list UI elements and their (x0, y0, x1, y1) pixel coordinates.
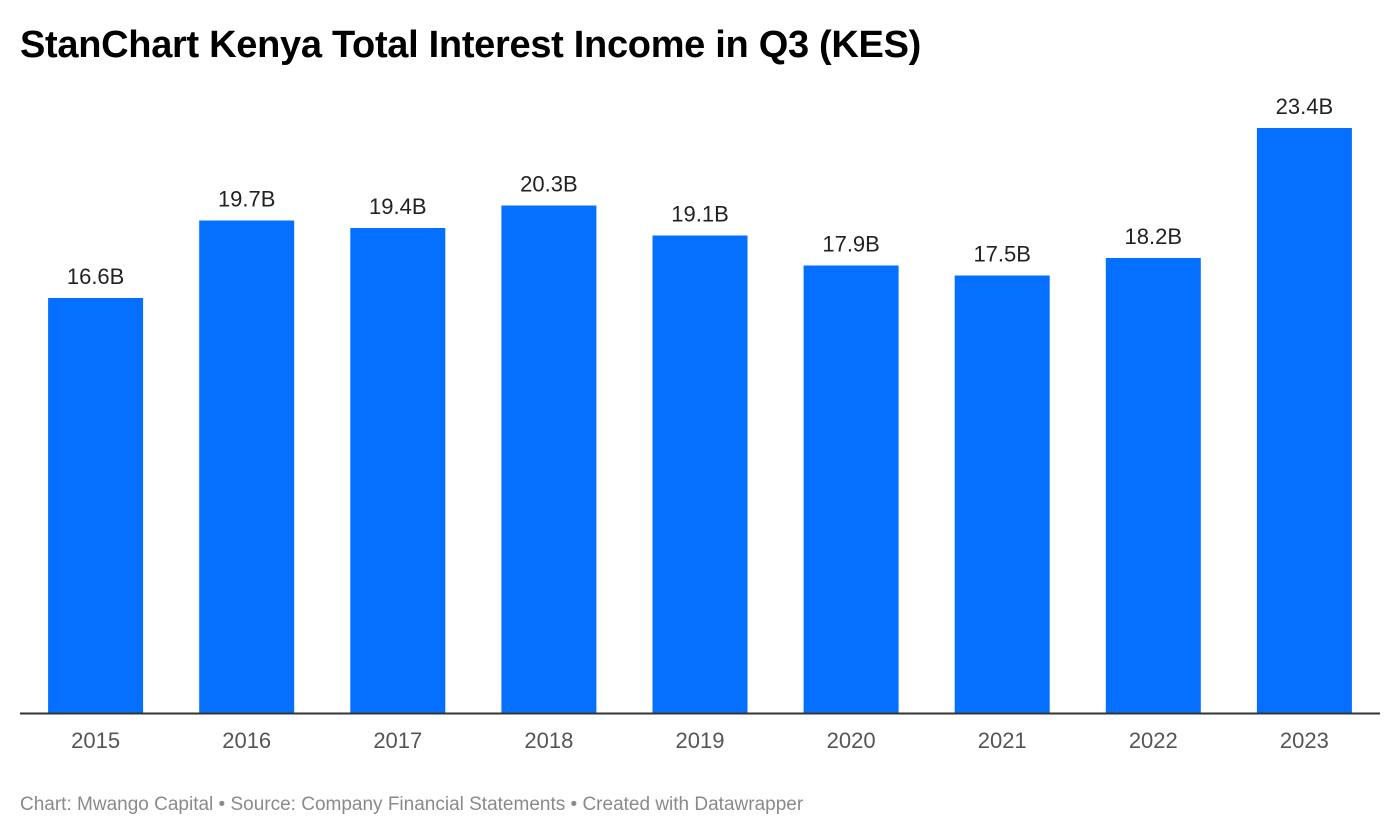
value-labels-layer: 16.6B 19.7B 19.4B 20.3B 19.1B 17.9B 17.5B 18.2B… (67, 94, 1333, 289)
bar-2019 (652, 235, 748, 713)
bars-layer (48, 128, 1352, 713)
value-label-2021: 17.5B (973, 242, 1031, 267)
value-label-2017: 19.4B (369, 194, 427, 219)
bar-2022 (1105, 258, 1201, 713)
x-tick-label-2016: 2016 (222, 728, 271, 753)
x-tick-label-2018: 2018 (524, 728, 573, 753)
value-label-2016: 19.7B (218, 187, 276, 212)
chart-title: StanChart Kenya Total Interest Income in… (20, 24, 921, 66)
x-tick-label-2020: 2020 (827, 728, 876, 753)
x-tick-label-2015: 2015 (71, 728, 120, 753)
value-label-2019: 19.1B (671, 202, 729, 227)
x-tick-label-2017: 2017 (373, 728, 422, 753)
bar-chart: 16.6B 19.7B 19.4B 20.3B 19.1B 17.9B 17.5B 18.2B… (20, 94, 1380, 753)
bar-2021 (954, 275, 1050, 713)
bar-2016 (199, 220, 295, 713)
bar-2015 (48, 298, 144, 713)
value-label-2015: 16.6B (67, 264, 125, 289)
x-tick-label-2022: 2022 (1129, 728, 1178, 753)
x-tick-label-2021: 2021 (978, 728, 1027, 753)
value-label-2023: 23.4B (1276, 94, 1334, 119)
value-label-2018: 20.3B (520, 172, 578, 197)
value-label-2022: 18.2B (1125, 224, 1183, 249)
x-tick-label-2019: 2019 (676, 728, 725, 753)
bar-2023 (1256, 128, 1352, 713)
x-axis-ticks: 2015 2016 2017 2018 2019 2020 2021 2022 2023 (71, 728, 1329, 753)
bar-2020 (803, 265, 899, 713)
bar-2018 (501, 205, 597, 713)
x-tick-label-2023: 2023 (1280, 728, 1329, 753)
bar-2017 (350, 228, 446, 713)
chart-footer: Chart: Mwango Capital • Source: Company … (20, 794, 804, 815)
value-label-2020: 17.9B (822, 232, 880, 257)
